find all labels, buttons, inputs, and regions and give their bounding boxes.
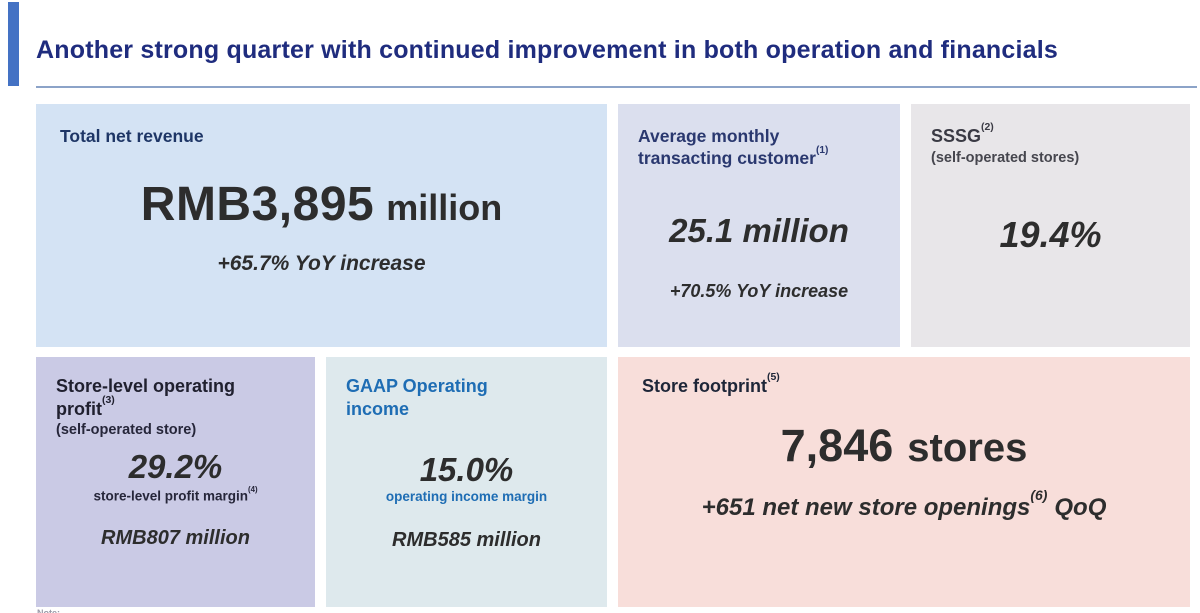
card-gaap-operating-income: GAAP Operating income 15.0% operating in… <box>326 357 607 607</box>
footprint-unit: stores <box>907 426 1028 471</box>
footprint-card-title: Store footprint(5) <box>642 372 1166 398</box>
footprint-qoq-change: +651 net new store openings(6) QoQ <box>642 487 1166 522</box>
card-total-net-revenue: Total net revenue RMB3,895 million +65.7%… <box>36 104 607 347</box>
sssg-footnote-marker: (2) <box>981 122 994 134</box>
footprint-qoq-change-text: +651 net new store openings <box>701 494 1031 522</box>
store-profit-amount: RMB807 million <box>101 526 250 549</box>
store-profit-card-title-text: Store-level operating profit <box>56 376 236 420</box>
footprint-change-footnote-marker: (6) <box>1030 486 1048 503</box>
store-profit-margin-label-text: store-level profit margin <box>93 488 248 504</box>
footprint-footnote-marker: (5) <box>766 372 780 384</box>
footprint-store-count: 7,846 <box>780 420 894 472</box>
customer-card-title-text: Average monthly transacting customer <box>638 126 816 169</box>
revenue-yoy-change: +65.7% YoY increase <box>217 252 426 276</box>
gaap-card-title: GAAP Operating income <box>346 376 488 420</box>
notes-label: Note: <box>37 608 60 613</box>
title-accent-bar <box>8 2 19 86</box>
customer-footnote-marker: (1) <box>815 145 829 156</box>
gaap-amount: RMB585 million <box>392 529 541 552</box>
card-avg-monthly-transacting-customer: Average monthly transacting customer(1) … <box>618 104 900 347</box>
footprint-card-title-text: Store footprint <box>642 376 767 396</box>
gaap-margin-label: operating income margin <box>385 489 548 505</box>
footprint-value-line: 7,846 stores <box>642 420 1166 472</box>
footprint-qoq-suffix: QoQ <box>1054 494 1107 522</box>
title-divider <box>36 86 1197 88</box>
sssg-card-subtitle: (self-operated stores) <box>931 150 1080 167</box>
sssg-card-title-text: SSSG <box>931 126 982 146</box>
customer-value: 25.1 million <box>669 211 849 249</box>
store-profit-margin-value: 29.2% <box>128 448 223 486</box>
store-profit-margin-footnote-marker: (4) <box>247 484 258 494</box>
customer-card-title: Average monthly transacting customer(1) <box>638 125 870 170</box>
revenue-value: RMB3,895 <box>140 178 375 232</box>
store-profit-footnote-marker: (3) <box>101 395 115 407</box>
revenue-card-title: Total net revenue <box>60 126 204 146</box>
sssg-card-title: SSSG(2) <box>931 122 1170 148</box>
store-profit-card-subtitle: (self-operated store) <box>56 422 197 439</box>
page-title: Another strong quarter with continued im… <box>36 35 1059 64</box>
card-store-footprint: Store footprint(5) 7,846 stores +651 net … <box>618 357 1190 607</box>
card-store-level-operating-profit: Store-level operating profit(3) (self-op… <box>36 357 315 607</box>
gaap-margin-value: 15.0% <box>419 451 514 489</box>
sssg-value: 19.4% <box>999 214 1102 256</box>
customer-yoy-change: +70.5% YoY increase <box>669 280 849 301</box>
store-profit-card-title: Store-level operating profit(3) <box>56 375 291 421</box>
store-profit-margin-label: store-level profit margin(4) <box>56 484 295 504</box>
revenue-value-line: RMB3,895 million <box>60 177 583 232</box>
revenue-unit: million <box>386 187 503 229</box>
card-sssg: SSSG(2) (self-operated stores) 19.4% <box>911 104 1190 347</box>
